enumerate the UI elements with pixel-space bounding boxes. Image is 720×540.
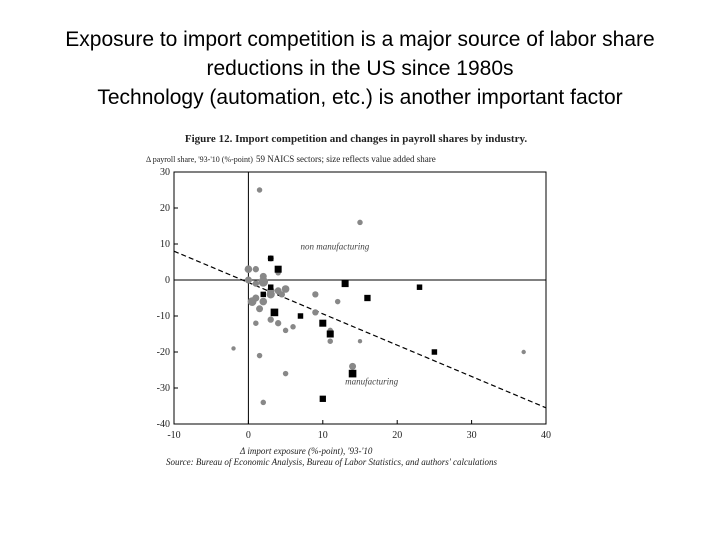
point (297, 313, 304, 319)
point (267, 255, 274, 262)
point (267, 284, 274, 290)
point (256, 352, 263, 359)
point (319, 319, 327, 327)
trend-line (173, 250, 547, 409)
point (259, 297, 268, 306)
point (260, 399, 267, 406)
point (252, 280, 259, 287)
slide-title: reductions in the US since 1980s (206, 57, 513, 80)
point (244, 276, 252, 284)
point (349, 362, 357, 370)
point (357, 339, 363, 344)
point (312, 309, 319, 316)
point (253, 320, 259, 326)
source: Source: Bureau of Economic Analysis, Bur… (166, 457, 497, 467)
note: 59 NAICS sectors; size reflects value ad… (256, 154, 436, 164)
slide-title: Exposure to import competition is a majo… (65, 28, 654, 51)
point (256, 187, 263, 193)
point (326, 330, 334, 338)
point (270, 308, 279, 317)
point (256, 305, 264, 313)
x-tick-label: 0 (246, 430, 251, 441)
y-tick-label: -10 (157, 311, 170, 322)
annotation: non manufacturing (300, 241, 369, 251)
point (364, 294, 371, 302)
point (357, 219, 363, 226)
y-tick-label: -30 (157, 383, 170, 394)
point (252, 266, 259, 273)
point (281, 285, 290, 293)
point (252, 294, 260, 302)
x-tick-label: -10 (167, 430, 180, 441)
y-tick-label: 30 (160, 167, 170, 178)
point (348, 369, 357, 378)
point (231, 346, 236, 351)
point (282, 370, 289, 377)
plot-frame (173, 171, 547, 425)
y-tick-label: 10 (160, 239, 170, 250)
point (266, 290, 275, 299)
point (260, 291, 267, 298)
point (258, 277, 269, 287)
point (290, 324, 296, 330)
y-axis-label: Δ payroll share, '93-'10 (%-point) (146, 155, 253, 164)
point (278, 291, 286, 298)
x-tick-label: 30 (467, 430, 477, 441)
point (282, 327, 289, 334)
y-tick-label: -40 (157, 419, 170, 430)
point (334, 298, 341, 305)
point (267, 316, 274, 323)
annotation: manufacturing (345, 376, 398, 386)
point (431, 349, 438, 355)
point (274, 265, 282, 273)
point (244, 265, 253, 274)
x-axis-label: Δ import exposure (%-point), '93-'10 (239, 446, 373, 456)
y-tick-label: 20 (160, 203, 170, 214)
y-tick-label: 0 (165, 275, 170, 286)
point (319, 395, 326, 402)
x-tick-label: 10 (318, 430, 328, 441)
point (416, 284, 423, 290)
x-tick-label: 40 (541, 430, 551, 441)
point (341, 280, 349, 288)
point (275, 320, 282, 327)
point (327, 338, 333, 344)
x-tick-label: 20 (392, 430, 402, 441)
slide-title: Technology (automation, etc.) is another… (97, 86, 622, 109)
point (312, 291, 319, 298)
y-tick-label: -20 (157, 347, 170, 358)
point (521, 349, 526, 355)
figure-title: Figure 12. Import competition and change… (185, 133, 528, 145)
